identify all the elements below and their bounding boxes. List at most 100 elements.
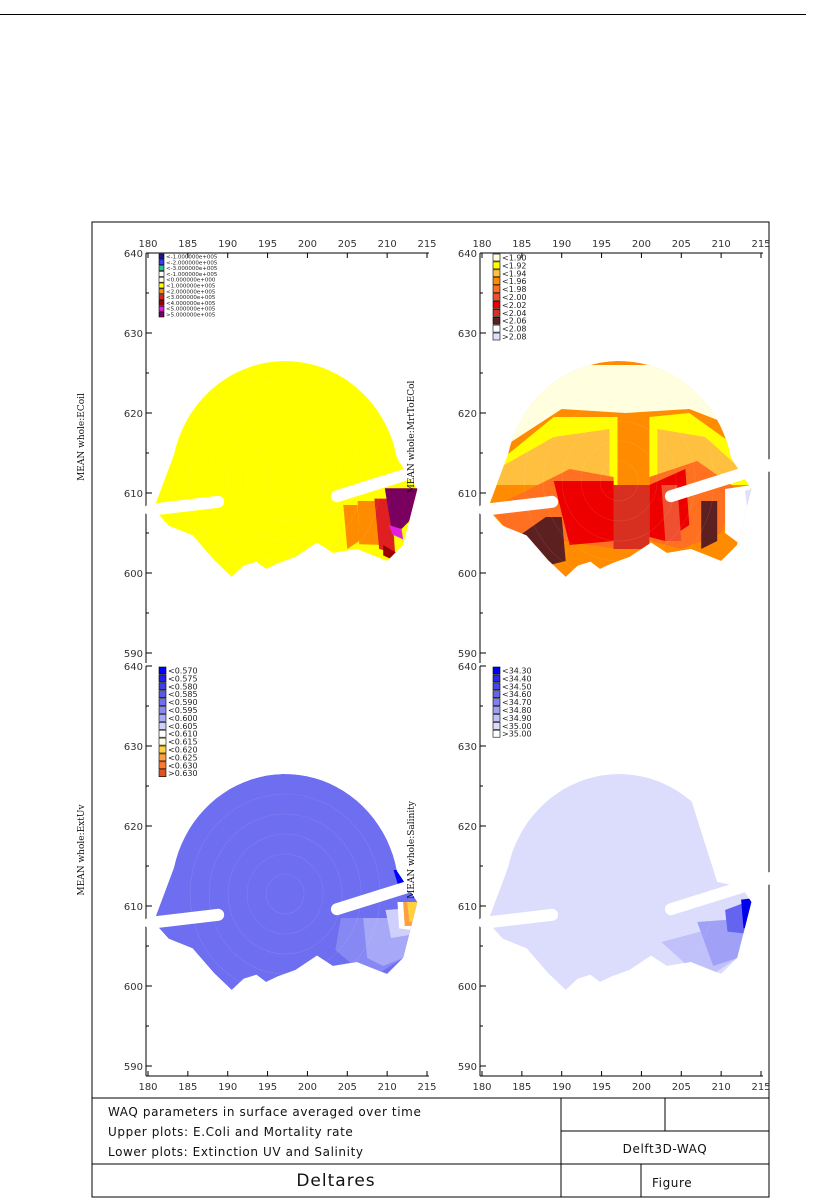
legend-label: <0.575 [168,674,198,683]
mesh-ring [599,460,639,502]
x-tick-label: 200 [632,1082,651,1093]
legend-label: <2.08 [502,325,527,334]
legend-label: <1.94 [502,269,527,278]
legend-label: >35.00 [502,730,532,739]
legend-swatch [158,729,167,738]
mesh-ring [227,420,343,542]
field-zone-deepblue [741,898,752,929]
field-zone-magenta [388,525,404,540]
legend-swatch [158,745,167,754]
legend-label: <34.40 [502,674,532,683]
y-axis-label: MEAN whole:MrtToECol [407,380,417,493]
legend-label: <34.30 [502,667,532,676]
breakwater-left [144,495,225,516]
y-tick-label: 610 [458,902,477,913]
breakwater-right [664,871,779,916]
x-tick-label: 185 [512,1082,531,1093]
field-layers [153,774,418,990]
brand-name: Deltares [296,1171,375,1191]
legend-swatch [158,276,165,283]
legend-label: <0.590 [168,698,198,707]
legend-label: <5.000000e+005 [166,307,216,313]
legend-swatch [492,308,501,317]
legend-swatch [158,294,165,300]
mesh-ring [561,833,677,955]
page-header-rule [0,14,806,15]
field-layers [487,361,752,577]
mesh-ring [580,440,658,522]
legend-label: <-2.000000e+005 [166,260,218,266]
field-zone-orange [343,505,360,549]
legend-swatch [492,706,501,714]
legend-label: <4.000000e+005 [166,301,216,307]
breakwater-left [478,908,559,929]
x-tick-label: 205 [672,1082,691,1093]
legend-swatch [492,698,501,706]
legend-swatch [158,282,165,289]
x-tick-label: 210 [712,1082,731,1093]
y-tick-label: 630 [124,742,143,753]
legend-label: <2.06 [502,317,527,326]
caption-line-2: Upper plots: E.Coli and Mortality rate [108,1125,353,1139]
legend-swatch [492,674,501,683]
legend-swatch [158,690,167,699]
caption-line-1: WAQ parameters in surface averaged over … [108,1105,421,1119]
y-tick-label: 630 [458,742,477,753]
y-tick-label: 610 [124,902,143,913]
y-tick-label: 640 [124,249,143,260]
legend-swatch [158,253,165,260]
x-tick-label: 215 [751,1082,770,1093]
y-tick-label: 600 [458,569,477,580]
legend-swatch [158,305,165,312]
y-tick-label: 600 [124,982,143,993]
x-tick-label: 180 [138,239,157,250]
figure-label: Figure [652,1176,692,1190]
y-tick-label: 640 [458,249,477,260]
x-tick-label: 215 [417,1082,436,1093]
field-zone-cream [487,365,752,461]
product-name: Delft3D-WAQ [623,1142,708,1156]
x-tick-label: 185 [512,239,531,250]
legend-label: <34.50 [502,682,532,691]
legend-label: <1.98 [502,285,527,294]
legend-swatch [158,714,167,722]
x-tick-label: 200 [298,239,317,250]
y-tick-label: 590 [124,649,143,660]
legend-swatch [492,285,501,293]
legend-label: <2.02 [502,301,527,310]
legend-swatch [158,265,165,271]
y-tick-label: 610 [458,489,477,500]
mesh-ring [246,440,324,522]
x-tick-label: 215 [417,239,436,250]
field-layers [487,774,752,990]
legend-label: <0.600 [168,714,198,723]
legend-label: >0.630 [168,769,198,778]
y-tick-label: 590 [124,1062,143,1073]
legend-label: <2.04 [502,309,527,318]
breakwater-left [478,495,559,516]
y-tick-label: 610 [124,489,143,500]
y-tick-label: 590 [458,649,477,660]
breakwater-left [144,908,225,929]
legend-label: <34.60 [502,690,532,699]
x-tick-label: 180 [472,1082,491,1093]
mesh-ring [599,873,639,915]
breakwater-right [664,458,779,503]
legend-label: <-1.000000e+005 [166,272,218,278]
legend-label: <0.630 [168,761,198,770]
x-tick-label: 210 [378,1082,397,1093]
legend-label: <0.605 [168,722,198,731]
x-tick-label: 200 [298,1082,317,1093]
panels-group: 180 185 190 195 200 205 210 215 590 600 610 620 630 6… [77,239,779,1093]
field-layers [153,361,418,577]
legend-swatch [158,300,165,306]
x-tick-label: 205 [338,239,357,250]
x-tick-label: 190 [218,1082,237,1093]
x-tick-label: 200 [632,239,651,250]
legend-swatch [492,324,501,333]
legend-swatch [158,753,167,762]
legend-label: <1.000000e+005 [166,284,216,290]
legend-label: <34.80 [502,706,532,715]
x-tick-label: 190 [218,239,237,250]
